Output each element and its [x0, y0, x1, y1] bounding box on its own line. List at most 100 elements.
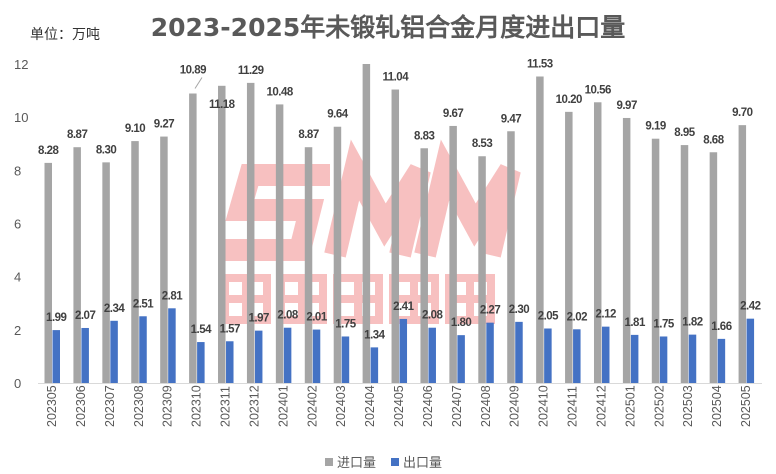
import-bar: [593, 102, 602, 383]
import-bar: [275, 104, 284, 383]
export-bar: [630, 334, 639, 383]
export-data-label: 2.42: [740, 301, 760, 313]
import-bar: [333, 126, 342, 383]
export-bar: [254, 330, 263, 383]
import-bar: [73, 147, 81, 383]
export-bar: [457, 335, 465, 383]
x-tick-label: 202306: [74, 385, 88, 427]
import-bar: [536, 76, 544, 383]
y-tick-label: 10: [14, 110, 28, 125]
x-tick-label: 202408: [479, 385, 493, 427]
x-tick-label: 202401: [276, 385, 290, 427]
x-tick-label: 202501: [623, 385, 637, 427]
y-tick-label: 6: [14, 217, 21, 232]
import-data-label: 9.19: [645, 121, 665, 133]
import-data-label: 8.53: [472, 138, 492, 150]
y-tick-label: 2: [14, 323, 21, 338]
import-data-label: 10.89: [180, 65, 206, 77]
x-tick-label: 202312: [247, 385, 261, 427]
export-data-label: 1.75: [335, 318, 356, 330]
x-tick-label: 202404: [363, 385, 377, 427]
export-bar: [486, 322, 494, 383]
export-bar: [399, 318, 408, 383]
import-data-label: 10.48: [266, 86, 293, 98]
x-tick-label: 202307: [103, 385, 117, 427]
y-tick-label: 12: [14, 57, 28, 72]
export-bar: [659, 336, 668, 383]
export-bar: [197, 342, 205, 383]
legend-export-label: 出口量: [403, 456, 442, 471]
export-bar: [746, 318, 755, 383]
import-data-label: 8.87: [298, 129, 318, 141]
export-bar: [312, 329, 321, 383]
import-bar: [131, 141, 139, 383]
import-data-label: 8.30: [96, 144, 116, 156]
export-data-label: 1.99: [46, 312, 66, 324]
import-bar: [362, 64, 371, 383]
import-bar: [565, 111, 573, 383]
x-tick-label: 202405: [392, 385, 406, 427]
export-bar: [81, 327, 89, 383]
import-bar: [160, 136, 168, 383]
export-data-label: 2.30: [509, 304, 529, 316]
x-tick-label: 202309: [161, 385, 175, 427]
export-data-label: 1.82: [682, 317, 702, 329]
export-data-label: 1.66: [711, 321, 731, 333]
import-data-label: 9.97: [616, 100, 636, 112]
export-data-label: 1.57: [220, 323, 240, 335]
import-bar: [449, 125, 457, 384]
x-tick-label: 202505: [739, 385, 753, 427]
x-tick-label: 202403: [334, 385, 348, 427]
import-data-label: 8.68: [703, 134, 724, 146]
x-tick-label: 202310: [190, 385, 204, 427]
x-tick-label: 202503: [681, 385, 695, 427]
export-data-label: 2.02: [567, 311, 587, 323]
export-bar: [341, 336, 350, 383]
export-data-label: 2.08: [277, 310, 298, 322]
export-bar: [168, 308, 176, 383]
export-data-label: 2.81: [162, 290, 183, 302]
import-bar: [738, 125, 747, 384]
import-bar: [304, 147, 313, 383]
export-bar: [52, 330, 60, 383]
x-tick-label: 202502: [652, 385, 666, 427]
x-tick-label: 202411: [566, 386, 580, 427]
import-bar: [507, 131, 515, 383]
export-bar: [688, 334, 697, 383]
export-data-label: 2.34: [104, 303, 125, 315]
x-tick-label: 202308: [132, 385, 146, 427]
legend-export-swatch: [391, 458, 399, 466]
x-tick-label: 202410: [537, 385, 551, 427]
import-bar: [478, 156, 486, 383]
import-bar: [420, 148, 428, 383]
x-tick-label: 202311: [219, 386, 233, 427]
export-data-label: 1.54: [191, 324, 212, 336]
import-data-label: 11.53: [527, 58, 553, 70]
export-data-label: 1.97: [248, 313, 268, 325]
chart-title: 2023-2025年未锻轧铝合金月度进出口量: [150, 13, 626, 42]
export-bar: [717, 338, 726, 383]
watermark-logo: [220, 139, 521, 261]
export-bar: [370, 347, 379, 383]
import-data-label: 9.64: [327, 109, 348, 121]
import-bar: [44, 162, 52, 383]
import-bar: [651, 138, 660, 383]
import-bar: [391, 89, 400, 384]
import-data-label: 9.47: [501, 113, 521, 125]
export-bar: [283, 327, 292, 383]
y-tick-label: 4: [14, 270, 21, 285]
export-data-label: 2.01: [306, 312, 327, 324]
import-bar: [246, 82, 255, 383]
export-bar: [139, 316, 147, 383]
import-data-label: 11.18: [209, 99, 236, 111]
export-data-label: 1.80: [451, 317, 471, 329]
unit-label: 单位：万吨: [30, 27, 100, 43]
legend-import-swatch: [325, 458, 333, 466]
import-bar: [189, 93, 197, 383]
import-data-label: 8.95: [674, 127, 695, 139]
export-data-label: 2.27: [480, 305, 500, 317]
export-bar: [226, 341, 234, 383]
legend-import-label: 进口量: [337, 456, 376, 471]
y-tick-label: 8: [14, 163, 21, 178]
